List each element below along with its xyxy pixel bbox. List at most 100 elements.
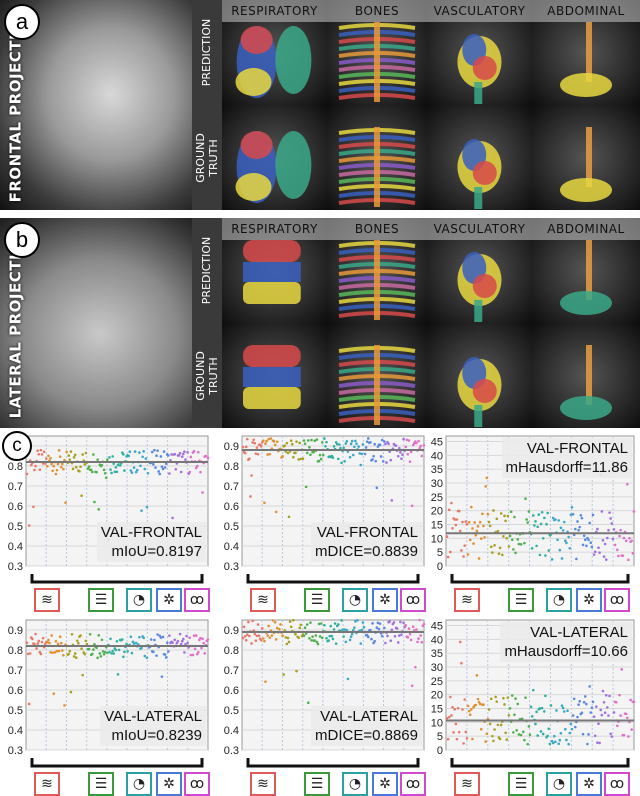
data-point [538, 553, 542, 557]
data-point [133, 450, 137, 453]
data-point [607, 528, 610, 532]
data-point [155, 454, 158, 457]
data-point [138, 451, 141, 454]
data-point [593, 734, 597, 738]
y-tick-label: 0.3 [8, 561, 23, 573]
data-point [569, 722, 573, 726]
data-point [460, 661, 463, 665]
data-point [477, 557, 481, 560]
data-point [565, 738, 568, 742]
data-point [408, 632, 412, 636]
data-point [105, 458, 109, 462]
data-point [163, 653, 167, 656]
data-point [309, 621, 312, 624]
data-point [632, 700, 636, 704]
data-point [294, 632, 297, 636]
y-tick-label: 0.5 [8, 705, 23, 717]
column-header-vasculatory: VASCULATORY [427, 0, 532, 22]
data-point [25, 472, 29, 476]
data-point [384, 442, 387, 446]
data-point [349, 442, 353, 446]
data-point [120, 638, 124, 641]
data-point [152, 463, 155, 466]
data-point [54, 472, 58, 476]
column-header-respiratory: RESPIRATORY [222, 218, 327, 240]
data-point [408, 460, 412, 463]
data-point [539, 730, 543, 733]
data-point [375, 626, 379, 629]
data-point [348, 455, 352, 459]
data-point [278, 627, 281, 631]
data-point [560, 557, 564, 560]
data-point [550, 558, 554, 561]
data-point [508, 534, 512, 538]
data-point [366, 437, 370, 440]
data-point [297, 458, 300, 461]
data-point [96, 656, 99, 660]
data-point [580, 711, 584, 715]
data-point [36, 449, 40, 452]
data-point [156, 633, 159, 636]
ribcage-icon: ☰ [304, 772, 330, 796]
data-point [72, 655, 76, 658]
data-point [357, 445, 360, 448]
data-point [310, 438, 313, 442]
column-header-abdominal: ABDOMINAL [532, 218, 640, 240]
data-point [522, 730, 525, 734]
data-point [122, 655, 125, 659]
data-point [110, 471, 113, 475]
data-point [608, 511, 611, 514]
data-point [591, 700, 595, 704]
data-point [418, 618, 421, 622]
data-point [345, 628, 349, 632]
data-point [111, 455, 114, 458]
data-point [417, 439, 420, 443]
y-tick-label: 0.4 [224, 541, 239, 553]
data-point [485, 732, 489, 736]
panel-badge: b [4, 222, 40, 258]
data-point [263, 639, 266, 643]
data-point [84, 639, 88, 643]
data-point [369, 628, 372, 632]
data-point [194, 466, 198, 470]
class-bracket [246, 758, 420, 768]
data-point [159, 455, 163, 458]
data-point [245, 437, 249, 441]
data-point [58, 635, 62, 639]
panel-badge: a [4, 4, 40, 40]
data-point [264, 680, 267, 683]
lungs-icon: ꝏ [400, 772, 426, 796]
data-point [587, 733, 590, 736]
data-point [31, 637, 34, 641]
data-point [251, 619, 254, 623]
data-point [341, 628, 344, 631]
data-point [318, 635, 322, 638]
class-bracket [30, 574, 204, 584]
stomach-icon: ◔ [342, 772, 368, 796]
data-point [134, 641, 138, 645]
data-point [545, 522, 548, 526]
data-point [149, 638, 153, 641]
data-point [446, 555, 450, 559]
data-point [504, 519, 507, 523]
data-point [624, 712, 628, 716]
stomach-icon: ◔ [546, 772, 572, 796]
data-point [513, 515, 516, 519]
data-point [569, 513, 573, 517]
data-point [100, 463, 104, 467]
data-point [317, 622, 321, 626]
metric-annotation: VAL-FRONTAL mHausdorff=11.86 [501, 438, 632, 478]
data-point [174, 467, 178, 471]
data-point [255, 446, 259, 449]
data-point [195, 464, 199, 468]
data-point [289, 625, 293, 629]
data-point [38, 468, 42, 472]
data-point [575, 557, 578, 561]
data-point [267, 624, 270, 628]
data-point [358, 452, 361, 455]
y-tick-label: 0.8 [8, 645, 23, 657]
data-point [73, 652, 77, 655]
data-point [559, 526, 563, 530]
data-point [73, 453, 77, 457]
metric-chart-6: 0 5 10 15 20 25 30 35 40 45 VAL-LATERAL mHausdorff=… [426, 616, 636, 796]
